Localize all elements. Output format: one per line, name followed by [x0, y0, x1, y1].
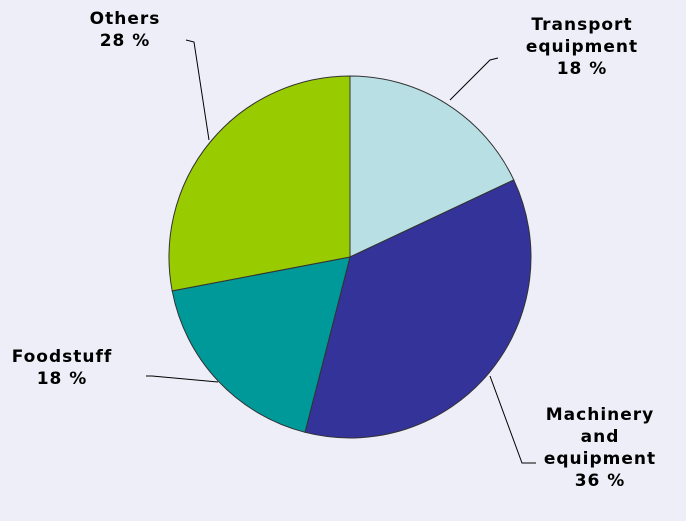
pie-slice	[349, 75, 515, 258]
value-label: 28 %	[100, 31, 151, 51]
label-line: Others	[90, 9, 161, 29]
pie-slice	[304, 179, 532, 439]
leader-line	[489, 375, 536, 464]
category-label: Machinery and equipment	[544, 405, 656, 469]
category-label: Transport equipment	[526, 15, 638, 57]
value-label: 18 %	[557, 59, 608, 79]
label-line: Foodstuff	[12, 347, 113, 367]
pie-slice	[171, 256, 351, 433]
category-label: Others	[90, 9, 161, 29]
label-line: equipment	[544, 449, 656, 469]
label-line: Transport	[531, 15, 632, 35]
value-label: 18 %	[37, 369, 88, 389]
label-line: and	[581, 427, 620, 447]
leader-line	[185, 39, 210, 141]
label-line: equipment	[526, 37, 638, 57]
pie-slice	[168, 75, 351, 292]
leader-line	[449, 57, 499, 101]
label-line: Machinery	[546, 405, 655, 425]
leader-line	[146, 375, 219, 383]
value-label: 36 %	[575, 471, 626, 491]
category-label: Foodstuff	[12, 347, 113, 367]
